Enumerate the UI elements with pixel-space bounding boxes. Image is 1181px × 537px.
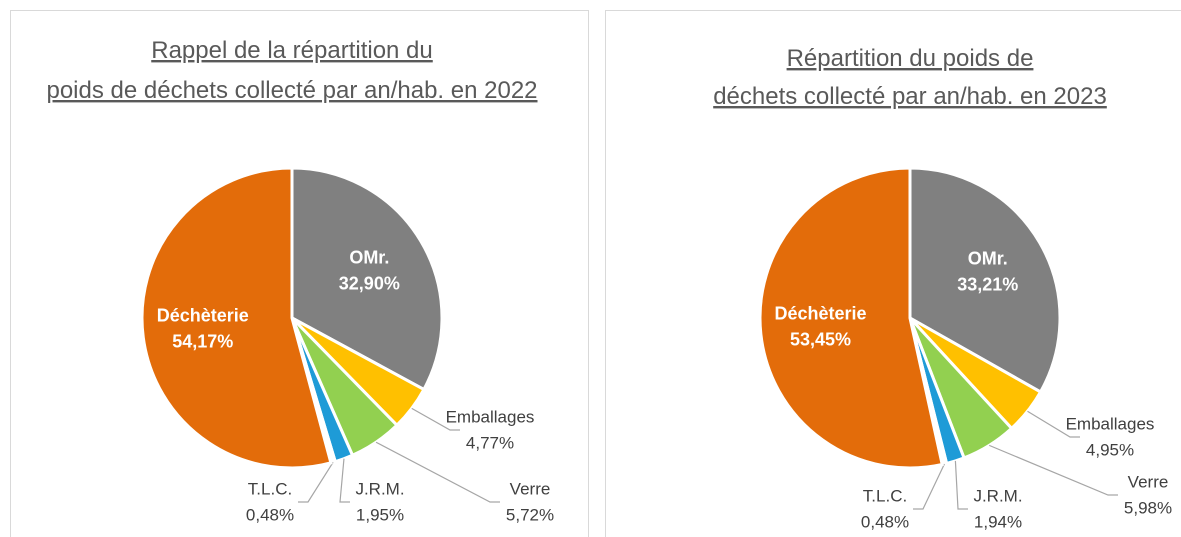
data-label-value: 0,48% (861, 512, 909, 531)
data-label-value: 54,17% (172, 332, 233, 352)
data-label-name: Déchèterie (157, 306, 249, 326)
chart-title: Rappel de la répartition du poids de déch… (46, 37, 537, 104)
leader-line (339, 458, 350, 503)
data-label-name: T.L.C. (248, 479, 292, 498)
data-label-value: 0,48% (246, 505, 294, 524)
pie-slice (290, 166, 444, 392)
leader-line (411, 407, 460, 431)
data-label-name: OMr. (968, 248, 1008, 268)
data-label-value: 32,90% (339, 274, 400, 294)
data-label-value: 1,94% (974, 512, 1022, 531)
data-label-value: 5,98% (1124, 498, 1172, 517)
data-label-name: Verre (1128, 472, 1169, 491)
data-label-name: J.R.M. (355, 479, 404, 498)
leader-line (298, 461, 334, 503)
leader-line (988, 444, 1118, 496)
leader-line (913, 463, 945, 510)
data-label-name: Verre (510, 479, 551, 498)
data-label-name: J.R.M. (973, 486, 1022, 505)
panel (10, 10, 589, 537)
pie-slice (758, 166, 944, 470)
chart-title: Répartition du poids de déchets collecté … (713, 45, 1107, 110)
data-label-value: 5,72% (506, 505, 554, 524)
data-label-value: 4,77% (466, 433, 514, 452)
data-label-name: OMr. (349, 248, 389, 268)
data-label-name: T.L.C. (863, 486, 907, 505)
data-label-name: Déchèterie (774, 303, 866, 323)
leader-line (954, 460, 968, 510)
panel (605, 10, 1181, 537)
data-label-name: Emballages (1066, 414, 1155, 433)
data-label-value: 1,95% (356, 505, 404, 524)
data-label-value: 33,21% (957, 274, 1018, 294)
data-label-value: 4,95% (1086, 440, 1134, 459)
leader-line (375, 441, 500, 503)
data-label-value: 53,45% (790, 329, 851, 349)
pie-slice (140, 166, 333, 470)
leader-line (1027, 410, 1080, 438)
pie-slice (908, 166, 1062, 395)
data-label-name: Emballages (446, 407, 535, 426)
